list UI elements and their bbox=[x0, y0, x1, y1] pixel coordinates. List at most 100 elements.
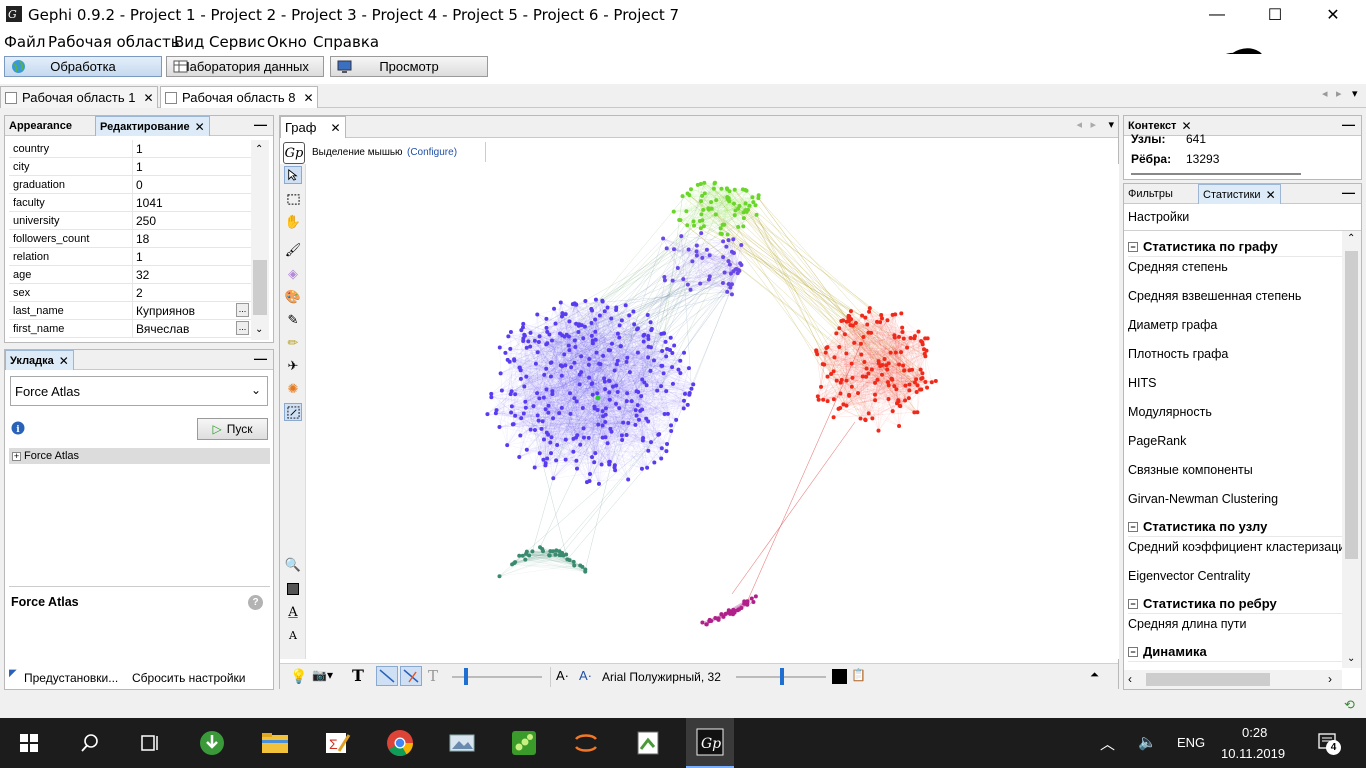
status-update-icon[interactable]: ⟲ bbox=[1344, 697, 1355, 712]
close-button[interactable]: ✕ bbox=[1326, 7, 1340, 24]
label-font-color-icon[interactable]: A bbox=[288, 604, 298, 620]
taskbar-app-download[interactable] bbox=[188, 718, 236, 768]
pencil-icon[interactable]: ✎ bbox=[287, 312, 299, 327]
statistic-item[interactable]: HITS bbox=[1128, 376, 1157, 390]
mode-preview-button[interactable]: Просмотр bbox=[330, 56, 488, 77]
close-icon[interactable]: ✕ bbox=[303, 90, 314, 105]
property-value[interactable]: 2 bbox=[133, 284, 251, 301]
expand-toolbar-icon[interactable]: ⏶ bbox=[1090, 669, 1099, 681]
edit-text-button[interactable]: ... bbox=[236, 321, 249, 335]
layout-properties-tree[interactable]: + Force Atlas bbox=[9, 448, 270, 464]
font-label[interactable]: Arial Полужирный, 32 bbox=[602, 670, 721, 684]
property-value[interactable]: Вячеслав... bbox=[133, 320, 251, 337]
edge-weight-slider-track[interactable] bbox=[452, 676, 542, 678]
menu-window[interactable]: Окно bbox=[267, 33, 307, 51]
lightbulb-icon[interactable]: 💡 bbox=[290, 668, 308, 684]
clock-date[interactable]: 10.11.2019 bbox=[1221, 746, 1286, 761]
zoom-center-icon[interactable]: 🔍 bbox=[284, 557, 302, 572]
tab-scroll-right-icon[interactable]: ▸ bbox=[1336, 88, 1342, 100]
close-icon[interactable]: ✕ bbox=[143, 90, 154, 105]
gear-icon[interactable]: ✺ bbox=[287, 381, 299, 396]
close-icon[interactable]: ✕ bbox=[1265, 187, 1276, 202]
mode-overview-button[interactable]: Обработка bbox=[4, 56, 162, 77]
font-size-slider-thumb[interactable] bbox=[780, 668, 784, 685]
volume-icon[interactable]: 🔈 bbox=[1138, 734, 1157, 751]
rectangle-select-icon[interactable] bbox=[284, 190, 302, 208]
statistics-section-header[interactable]: − Динамика bbox=[1128, 642, 1342, 662]
minimize-panel-button[interactable]: — bbox=[254, 117, 267, 132]
property-value[interactable]: 18 bbox=[133, 230, 251, 247]
statistic-item[interactable]: Средняя взвешенная степень bbox=[1128, 289, 1302, 303]
close-icon[interactable]: ✕ bbox=[1181, 119, 1192, 133]
statistics-hscrollbar[interactable]: ‹ › bbox=[1124, 670, 1342, 689]
info-icon[interactable]: i bbox=[11, 421, 25, 435]
windows-start-button[interactable] bbox=[5, 718, 53, 768]
scroll-right-icon[interactable]: › bbox=[1328, 672, 1332, 686]
workspace-tab-8[interactable]: Рабочая область 8 ✕ bbox=[160, 86, 318, 108]
scroll-down-icon[interactable]: ⌄ bbox=[1347, 653, 1356, 664]
tab-filters[interactable]: Фильтры bbox=[1124, 184, 1177, 204]
tab-context[interactable]: Контекст ✕ bbox=[1124, 116, 1196, 136]
label-color-swatch[interactable] bbox=[832, 669, 847, 684]
menu-workspace[interactable]: Рабочая область bbox=[48, 33, 180, 51]
scroll-right-icon[interactable]: ▸ bbox=[1090, 119, 1096, 131]
tab-layout[interactable]: Укладка ✕ bbox=[5, 350, 74, 370]
configure-link[interactable]: (Configure) bbox=[407, 147, 458, 158]
menu-tools[interactable]: Сервис bbox=[209, 33, 266, 51]
scroll-left-icon[interactable]: ‹ bbox=[1128, 672, 1132, 686]
painter-palette-icon[interactable]: 🎨 bbox=[284, 289, 302, 304]
label-size-icon[interactable]: T bbox=[428, 667, 439, 685]
label-font-icon[interactable]: A bbox=[289, 628, 297, 642]
edge-pencil-icon[interactable]: ✏ bbox=[287, 335, 299, 350]
collapse-icon[interactable]: − bbox=[1128, 646, 1138, 657]
paint-brush-icon[interactable]: 🖌 bbox=[284, 242, 302, 257]
statistic-item[interactable]: Связные компоненты bbox=[1128, 463, 1253, 477]
collapse-icon[interactable]: − bbox=[1128, 241, 1138, 252]
scroll-thumb[interactable] bbox=[1146, 673, 1270, 686]
font-color-icon[interactable]: A· bbox=[579, 668, 592, 683]
properties-scrollbar[interactable]: ⌃ ⌄ bbox=[251, 140, 269, 340]
scroll-up-icon[interactable]: ⌃ bbox=[1347, 233, 1356, 244]
property-row[interactable]: sex 2 bbox=[9, 284, 251, 302]
tab-edit[interactable]: Редактирование ✕ bbox=[95, 116, 210, 136]
menu-help[interactable]: Справка bbox=[313, 33, 380, 51]
scroll-left-icon[interactable]: ◂ bbox=[1076, 119, 1082, 131]
edit-node-icon[interactable] bbox=[284, 403, 302, 421]
property-row[interactable]: country 1 bbox=[9, 140, 251, 158]
graph-canvas[interactable] bbox=[307, 164, 1119, 659]
minimize-button[interactable]: — bbox=[1209, 6, 1225, 23]
language-indicator[interactable]: ENG bbox=[1177, 735, 1206, 750]
tab-graph[interactable]: Граф ✕ bbox=[280, 116, 346, 138]
mode-data-lab-button[interactable]: Лаборатория данных bbox=[166, 56, 324, 77]
reset-settings-link[interactable]: Сбросить настройки bbox=[132, 671, 246, 685]
screenshot-icon[interactable]: 📷▾ bbox=[312, 668, 333, 682]
statistic-item[interactable]: Плотность графа bbox=[1128, 347, 1229, 361]
property-value[interactable]: 1 bbox=[133, 248, 251, 265]
statistics-section-header[interactable]: − Статистика по ребру bbox=[1128, 594, 1342, 614]
minimize-panel-button[interactable]: — bbox=[1342, 117, 1355, 132]
taskbar-app-formula[interactable]: Σ bbox=[313, 718, 361, 768]
property-row[interactable]: faculty 1041 bbox=[9, 194, 251, 212]
workspace-tab-1[interactable]: Рабочая область 1 ✕ bbox=[0, 86, 158, 108]
property-row[interactable]: city 1 bbox=[9, 158, 251, 176]
property-row[interactable]: relation 1 bbox=[9, 248, 251, 266]
taskbar-app-explorer[interactable] bbox=[251, 718, 299, 768]
tab-menu-icon[interactable]: ▾ bbox=[1108, 119, 1114, 131]
property-row[interactable]: age 32 bbox=[9, 266, 251, 284]
taskbar-app-gephi[interactable]: Gp bbox=[686, 718, 734, 768]
statistics-section-header[interactable]: − Статистика по узлу bbox=[1128, 517, 1342, 537]
tab-list-icon[interactable]: ▾ bbox=[1352, 88, 1358, 100]
settings-button[interactable]: Настройки bbox=[1128, 210, 1190, 224]
property-value[interactable]: 1041 bbox=[133, 194, 251, 211]
presets-link[interactable]: Предустановки... bbox=[24, 671, 119, 685]
statistic-item[interactable]: Средняя степень bbox=[1128, 260, 1228, 274]
statistic-item[interactable]: Средний коэффициент кластеризации bbox=[1128, 540, 1342, 554]
taskbar-app-photos[interactable] bbox=[438, 718, 486, 768]
statistic-item[interactable]: Girvan-Newman Clustering bbox=[1128, 492, 1279, 506]
close-icon[interactable]: ✕ bbox=[194, 119, 205, 134]
minimize-panel-button[interactable]: — bbox=[1342, 185, 1355, 200]
show-labels-icon[interactable]: T bbox=[352, 666, 364, 685]
expand-icon[interactable]: + bbox=[12, 450, 21, 461]
collapse-icon[interactable]: − bbox=[1128, 598, 1138, 609]
background-color-icon[interactable] bbox=[284, 580, 302, 598]
